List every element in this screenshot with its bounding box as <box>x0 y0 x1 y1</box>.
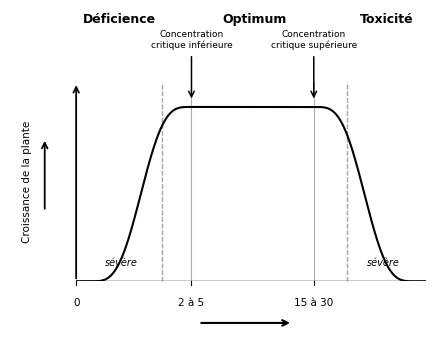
Text: Croissance de la plante: Croissance de la plante <box>22 121 32 243</box>
Text: 0: 0 <box>73 298 79 308</box>
Text: Toxicité: Toxicité <box>359 13 413 26</box>
Text: 2 à 5: 2 à 5 <box>178 298 205 308</box>
Text: Concentration
critique inférieure: Concentration critique inférieure <box>151 30 233 50</box>
Text: sévère: sévère <box>367 258 400 268</box>
Text: 15 à 30: 15 à 30 <box>294 298 333 308</box>
Text: sévère: sévère <box>105 258 138 268</box>
Text: Optimum: Optimum <box>222 13 287 26</box>
Text: Déficience: Déficience <box>82 13 155 26</box>
Text: Concentration
critique supérieure: Concentration critique supérieure <box>271 30 357 50</box>
